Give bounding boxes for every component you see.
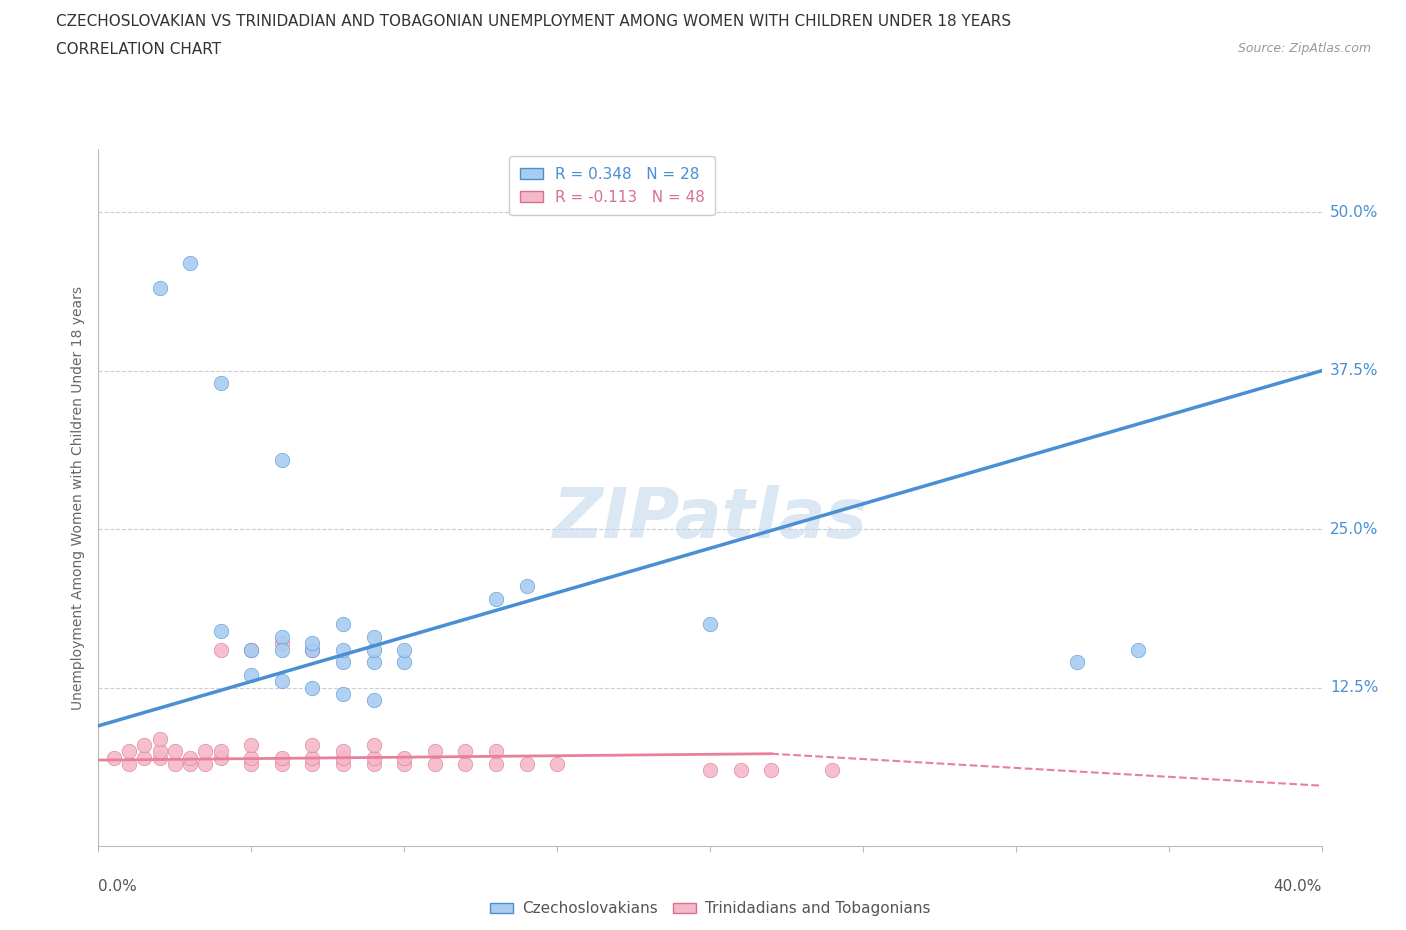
Text: CZECHOSLOVAKIAN VS TRINIDADIAN AND TOBAGONIAN UNEMPLOYMENT AMONG WOMEN WITH CHIL: CZECHOSLOVAKIAN VS TRINIDADIAN AND TOBAG…: [56, 14, 1011, 29]
Point: [270, 643, 292, 658]
Text: 12.5%: 12.5%: [1330, 680, 1378, 696]
Point: [332, 686, 354, 701]
Point: [194, 756, 217, 771]
Point: [209, 643, 232, 658]
Point: [149, 281, 172, 296]
Point: [759, 763, 782, 777]
Text: CORRELATION CHART: CORRELATION CHART: [56, 42, 221, 57]
Point: [270, 751, 292, 765]
Point: [332, 744, 354, 759]
Point: [179, 756, 201, 771]
Point: [270, 674, 292, 689]
Point: [163, 756, 186, 771]
Point: [240, 737, 263, 752]
Text: Source: ZipAtlas.com: Source: ZipAtlas.com: [1237, 42, 1371, 55]
Point: [1128, 643, 1150, 658]
Point: [149, 744, 172, 759]
Point: [454, 744, 477, 759]
Legend: Czechoslovakians, Trinidadians and Tobagonians: Czechoslovakians, Trinidadians and Tobag…: [484, 896, 936, 923]
Point: [392, 756, 416, 771]
Point: [332, 643, 354, 658]
Point: [270, 630, 292, 644]
Point: [363, 693, 385, 708]
Point: [270, 756, 292, 771]
Point: [240, 668, 263, 683]
Point: [454, 756, 477, 771]
Point: [363, 756, 385, 771]
Point: [301, 681, 323, 696]
Point: [163, 744, 186, 759]
Point: [1066, 655, 1088, 670]
Text: 0.0%: 0.0%: [98, 879, 138, 894]
Point: [730, 763, 752, 777]
Point: [179, 256, 201, 271]
Point: [392, 643, 416, 658]
Point: [103, 751, 125, 765]
Text: ZIPatlas: ZIPatlas: [553, 485, 868, 552]
Text: 40.0%: 40.0%: [1274, 879, 1322, 894]
Point: [240, 643, 263, 658]
Point: [209, 751, 232, 765]
Point: [134, 751, 156, 765]
Point: [699, 763, 721, 777]
Point: [209, 376, 232, 391]
Point: [149, 751, 172, 765]
Point: [363, 655, 385, 670]
Point: [699, 617, 721, 631]
Point: [363, 737, 385, 752]
Point: [546, 756, 568, 771]
Point: [149, 731, 172, 746]
Point: [134, 737, 156, 752]
Point: [240, 751, 263, 765]
Point: [821, 763, 844, 777]
Point: [516, 578, 538, 593]
Text: 25.0%: 25.0%: [1330, 522, 1378, 537]
Point: [423, 744, 446, 759]
Point: [301, 636, 323, 651]
Point: [179, 751, 201, 765]
Text: 37.5%: 37.5%: [1330, 364, 1378, 379]
Point: [118, 756, 141, 771]
Point: [301, 756, 323, 771]
Point: [118, 744, 141, 759]
Point: [485, 744, 508, 759]
Text: 50.0%: 50.0%: [1330, 205, 1378, 219]
Point: [363, 630, 385, 644]
Point: [332, 617, 354, 631]
Point: [332, 751, 354, 765]
Point: [270, 452, 292, 467]
Point: [516, 756, 538, 771]
Y-axis label: Unemployment Among Women with Children Under 18 years: Unemployment Among Women with Children U…: [72, 286, 86, 710]
Point: [270, 636, 292, 651]
Point: [363, 751, 385, 765]
Point: [485, 591, 508, 606]
Point: [392, 655, 416, 670]
Point: [485, 756, 508, 771]
Point: [240, 756, 263, 771]
Point: [363, 643, 385, 658]
Point: [240, 643, 263, 658]
Point: [301, 643, 323, 658]
Point: [332, 655, 354, 670]
Point: [301, 751, 323, 765]
Point: [194, 744, 217, 759]
Point: [209, 744, 232, 759]
Point: [423, 756, 446, 771]
Point: [209, 623, 232, 638]
Point: [392, 751, 416, 765]
Point: [332, 756, 354, 771]
Point: [301, 643, 323, 658]
Point: [301, 737, 323, 752]
